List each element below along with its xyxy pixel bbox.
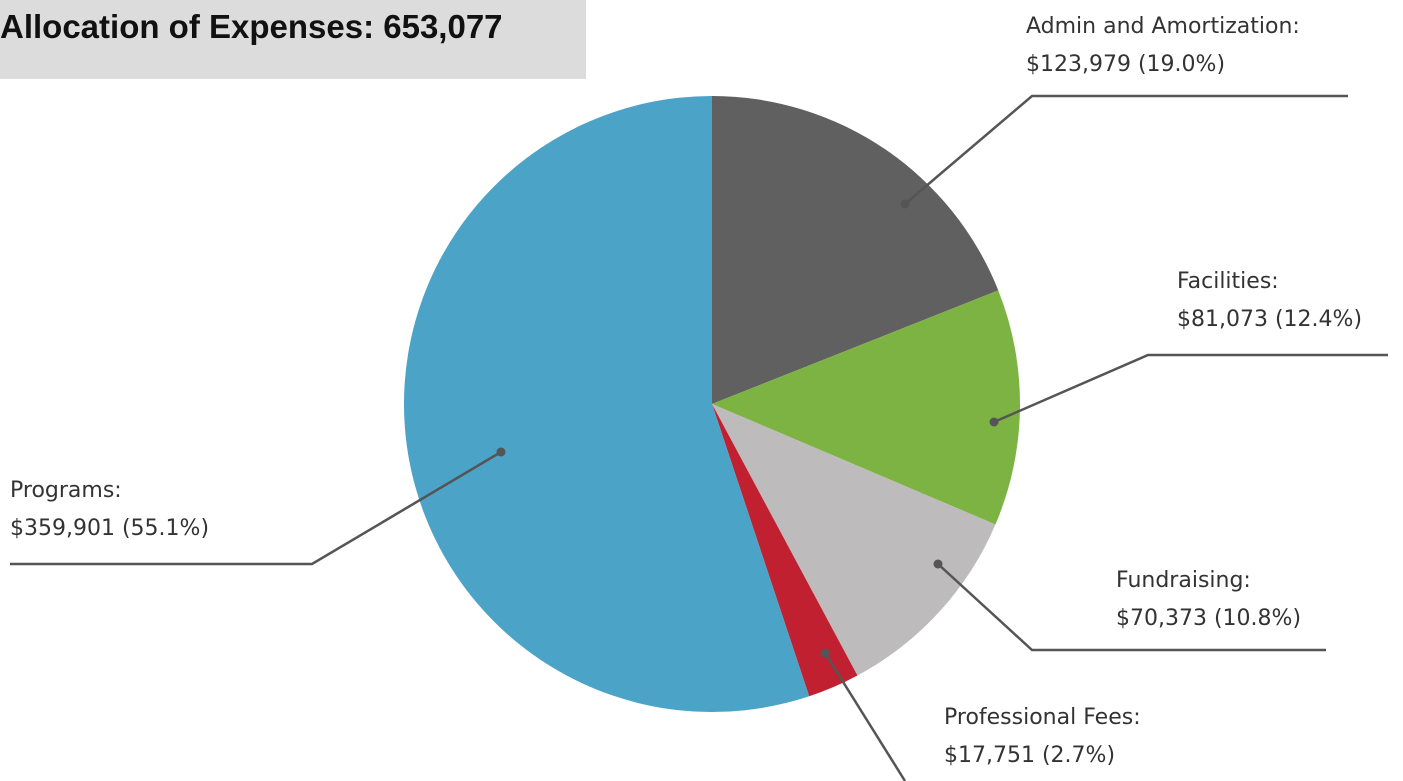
slice-category-programs: Programs: [10, 478, 122, 503]
slice-category-professional-fees: Professional Fees: [944, 705, 1141, 730]
leader-line-facilities [993, 353, 1388, 424]
slice-value-professional-fees: $17,751 (2.7%) [944, 743, 1115, 768]
leader-line-programs [10, 450, 502, 566]
pie-slice-fundraising [712, 404, 996, 676]
slice-label-professional-fees: Professional Fees: $17,751 (2.7%) [944, 705, 1141, 768]
pie-slice-facilities [712, 290, 1021, 525]
pie-slice-programs [403, 96, 810, 712]
slice-label-programs: Programs: $359,901 (55.1%) [10, 478, 209, 541]
slice-label-fundraising: Fundraising: $70,373 (10.8%) [1116, 568, 1301, 631]
slice-category-fundraising: Fundraising: [1116, 568, 1251, 593]
slice-value-programs: $359,901 (55.1%) [10, 516, 209, 541]
chart-title: Allocation of Expenses: 653,077 [0, 8, 503, 45]
chart-title-box: Allocation of Expenses: 653,077 [0, 0, 586, 79]
slice-value-admin-amortization: $123,979 (19.0%) [1026, 52, 1225, 77]
slice-label-admin-amortization: Admin and Amortization: $123,979 (19.0%) [1026, 14, 1300, 77]
pie-slice-admin-amortization [712, 96, 999, 404]
leader-line-professional-fees [823, 652, 907, 781]
leader-dot-programs [496, 447, 506, 457]
slice-label-facilities: Facilities: $81,073 (12.4%) [1177, 269, 1362, 332]
slice-value-facilities: $81,073 (12.4%) [1177, 307, 1362, 332]
slice-value-fundraising: $70,373 (10.8%) [1116, 606, 1301, 631]
leader-dot-admin-amortization [900, 199, 910, 209]
pie-slice-professional-fees [712, 404, 858, 697]
leader-line-admin-amortization [904, 94, 1348, 205]
leader-dot-fundraising [933, 559, 943, 569]
leader-lines [10, 94, 1388, 781]
leader-dot-facilities [989, 417, 999, 427]
slice-category-admin-amortization: Admin and Amortization: [1026, 14, 1300, 39]
slice-category-facilities: Facilities: [1177, 269, 1279, 294]
leader-line-fundraising [937, 563, 1326, 652]
leader-dot-professional-fees [820, 648, 830, 658]
pie-slices [403, 96, 1021, 712]
slice-labels: Admin and Amortization: $123,979 (19.0%) F… [10, 14, 1362, 768]
